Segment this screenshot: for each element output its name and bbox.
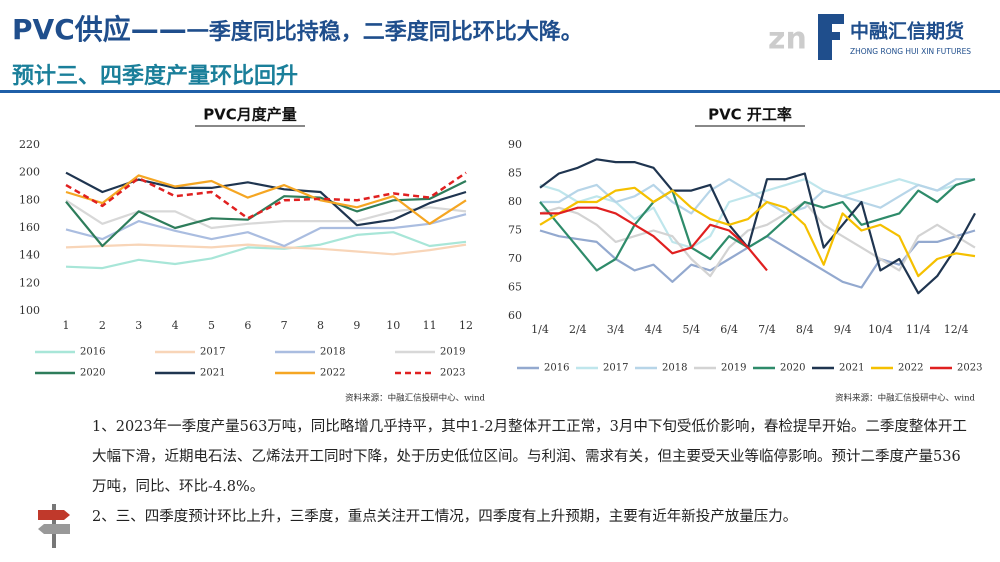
legend-label: 2018 xyxy=(662,363,687,374)
x-tick-label: 8/4 xyxy=(796,323,814,336)
logo-f xyxy=(818,32,840,40)
logo-mark: zn xyxy=(768,22,807,57)
x-tick-label: 2 xyxy=(99,319,106,332)
logo: zn 中融汇信期货 ZHONG RONG HUI XIN FUTURES xyxy=(768,14,971,60)
legend-label: 2022 xyxy=(320,368,345,379)
series-line xyxy=(65,231,467,270)
y-tick-label: 140 xyxy=(19,249,40,262)
notes: 1、2023年一季度产量563万吨，同比略增几乎持平，其中1-2月整体开工正常，… xyxy=(92,412,972,532)
series-line xyxy=(65,243,467,256)
series-line xyxy=(539,186,976,278)
x-tick-label: 7/4 xyxy=(758,323,776,336)
x-tick-label: 1 xyxy=(63,319,70,332)
legend-label: 2016 xyxy=(80,347,105,358)
x-tick-label: 10/4 xyxy=(868,323,893,336)
logo-cn: 中融汇信期货 xyxy=(850,20,964,43)
legend-label: 2017 xyxy=(603,363,628,374)
chart-title: PVC 开工率 xyxy=(708,106,792,124)
note: 2、三、四季度预计环比上升，三季度，重点关注开工情况，四季度有上升预期，主要有近… xyxy=(92,509,798,525)
x-tick-label: 4 xyxy=(172,319,179,332)
x-tick-label: 3/4 xyxy=(607,323,625,336)
legend-label: 2023 xyxy=(957,363,982,374)
y-tick-label: 70 xyxy=(508,252,522,265)
series-line xyxy=(539,158,976,295)
series-line xyxy=(65,199,467,230)
x-tick-label: 12/4 xyxy=(944,323,969,336)
y-tick-label: 80 xyxy=(508,195,522,208)
legend-label: 2022 xyxy=(898,363,923,374)
y-tick-label: 180 xyxy=(19,193,40,206)
slide-title: PVC供应——一季度同比持稳，二季度同比环比大降。 xyxy=(12,8,583,48)
y-tick-label: 90 xyxy=(508,138,522,151)
series-line xyxy=(540,178,975,215)
x-tick-label: 5 xyxy=(208,319,215,332)
series-line xyxy=(539,178,976,272)
x-tick-label: 9/4 xyxy=(834,323,852,336)
legend-label: 2021 xyxy=(839,363,864,374)
legend-label: 2023 xyxy=(440,368,465,379)
y-tick-label: 85 xyxy=(508,167,522,180)
x-tick-label: 9 xyxy=(353,319,360,332)
note: 1、2023年一季度产量563万吨，同比略增几乎持平，其中1-2月整体开工正常，… xyxy=(92,419,967,495)
legend-label: 2020 xyxy=(80,368,105,379)
y-tick-label: 120 xyxy=(19,276,40,289)
y-tick-label: 60 xyxy=(508,309,522,322)
series-line xyxy=(65,213,467,248)
title-main: PVC供应—— xyxy=(12,13,187,46)
y-tick-label: 200 xyxy=(19,166,40,179)
legend-label: 2018 xyxy=(320,347,345,358)
x-tick-label: 5/4 xyxy=(682,323,700,336)
y-tick-label: 160 xyxy=(19,221,40,234)
legend-label: 2019 xyxy=(440,347,465,358)
legend-label: 2020 xyxy=(780,363,805,374)
logo-f xyxy=(818,14,844,24)
y-tick-label: 220 xyxy=(19,138,40,151)
slide-subtitle: 预计三、四季度产量环比回升 xyxy=(12,64,299,89)
y-tick-label: 65 xyxy=(508,281,522,294)
logo-en: ZHONG RONG HUI XIN FUTURES xyxy=(850,47,971,56)
x-tick-label: 12 xyxy=(459,319,473,332)
series-line xyxy=(540,206,768,272)
title-rest: 一季度同比持稳，二季度同比环比大降。 xyxy=(186,20,583,45)
x-tick-label: 11/4 xyxy=(906,323,931,336)
legend-label: 2016 xyxy=(544,363,569,374)
x-tick-label: 3 xyxy=(135,319,142,332)
chart-title: PVC月度产量 xyxy=(203,106,297,124)
x-tick-label: 10 xyxy=(386,319,400,332)
x-tick-label: 11 xyxy=(423,319,437,332)
x-tick-label: 1/4 xyxy=(531,323,549,336)
x-tick-label: 6/4 xyxy=(720,323,738,336)
series-line xyxy=(65,171,467,220)
legend-label: 2021 xyxy=(200,368,225,379)
header-rule xyxy=(0,90,1000,93)
x-tick-label: 8 xyxy=(317,319,324,332)
source: 资料来源：中融汇信投研中心、wind xyxy=(345,393,485,404)
series-line xyxy=(539,178,976,249)
sign xyxy=(38,524,70,534)
source: 资料来源：中融汇信投研中心、wind xyxy=(835,393,975,404)
series-line xyxy=(65,174,467,225)
legend-label: 2017 xyxy=(200,347,225,358)
x-tick-label: 7 xyxy=(281,319,288,332)
legend-label: 2019 xyxy=(721,363,746,374)
sign xyxy=(38,510,70,520)
x-tick-label: 2/4 xyxy=(569,323,587,336)
x-tick-label: 4/4 xyxy=(645,323,663,336)
signpost-icon xyxy=(38,504,70,548)
y-tick-label: 75 xyxy=(508,224,522,237)
x-tick-label: 6 xyxy=(244,319,251,332)
y-tick-label: 100 xyxy=(19,304,40,317)
